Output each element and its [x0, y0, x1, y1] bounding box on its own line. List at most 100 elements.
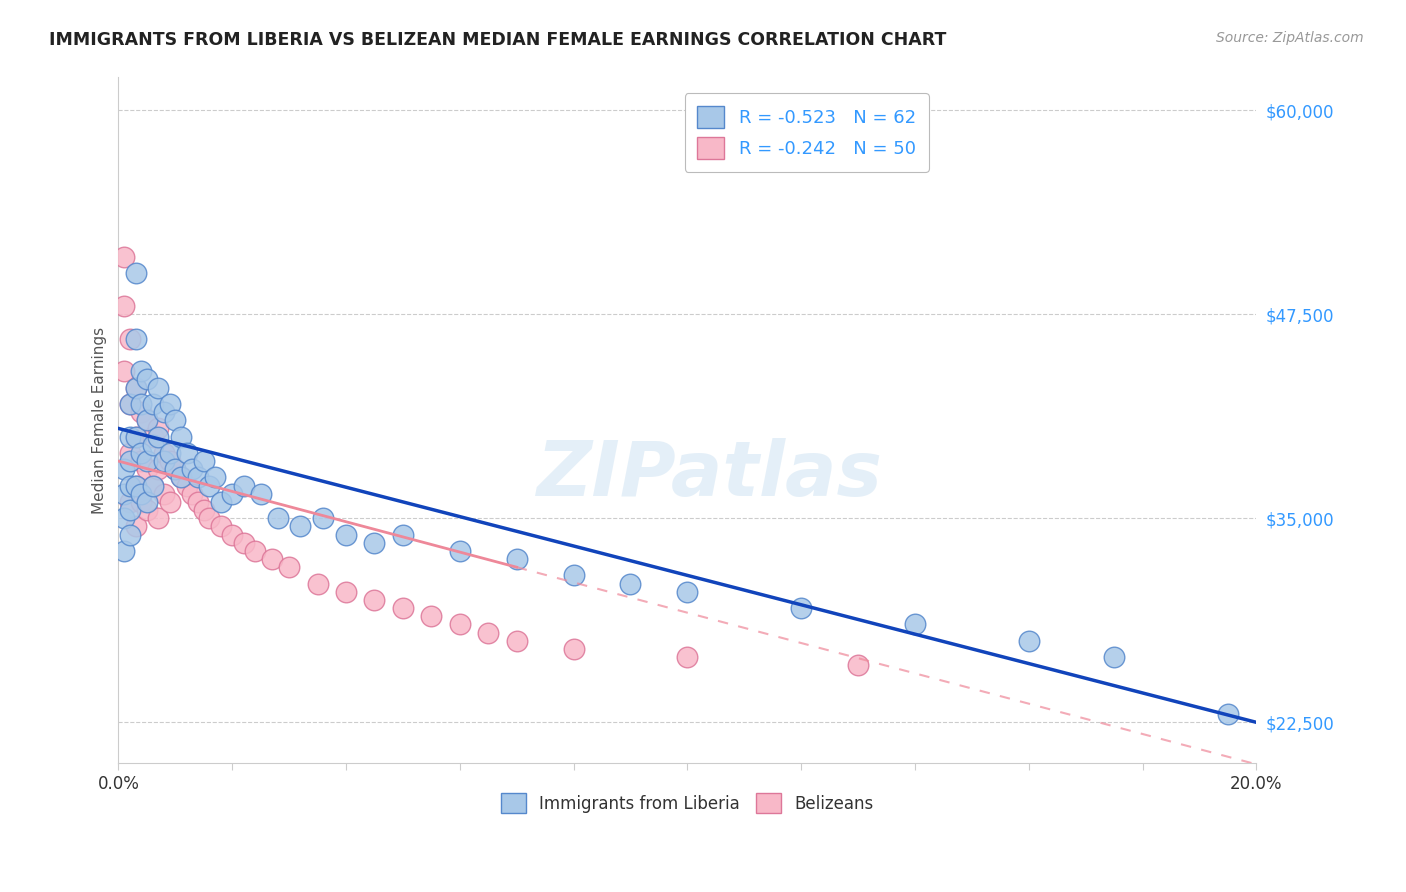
Point — [260, 552, 283, 566]
Point — [135, 372, 157, 386]
Point — [112, 487, 135, 501]
Point — [153, 487, 176, 501]
Point — [392, 527, 415, 541]
Point — [1018, 633, 1040, 648]
Point — [335, 527, 357, 541]
Point — [676, 650, 699, 665]
Text: IMMIGRANTS FROM LIBERIA VS BELIZEAN MEDIAN FEMALE EARNINGS CORRELATION CHART: IMMIGRANTS FROM LIBERIA VS BELIZEAN MEDI… — [49, 31, 946, 49]
Point — [153, 454, 176, 468]
Point — [112, 544, 135, 558]
Point — [449, 544, 471, 558]
Point — [278, 560, 301, 574]
Point — [142, 429, 165, 443]
Point — [159, 454, 181, 468]
Point — [148, 511, 170, 525]
Point — [209, 495, 232, 509]
Point — [124, 266, 146, 280]
Point — [477, 625, 499, 640]
Point — [209, 519, 232, 533]
Point — [118, 429, 141, 443]
Point — [124, 478, 146, 492]
Point — [420, 609, 443, 624]
Point — [135, 454, 157, 468]
Point — [170, 470, 193, 484]
Point — [363, 592, 385, 607]
Point — [124, 429, 146, 443]
Point — [153, 405, 176, 419]
Point — [232, 535, 254, 549]
Point — [193, 503, 215, 517]
Point — [129, 495, 152, 509]
Point — [363, 535, 385, 549]
Point — [135, 503, 157, 517]
Point — [176, 478, 198, 492]
Point — [307, 576, 329, 591]
Point — [159, 495, 181, 509]
Point — [135, 495, 157, 509]
Point — [124, 381, 146, 395]
Point — [676, 584, 699, 599]
Point — [118, 478, 141, 492]
Point — [129, 454, 152, 468]
Point — [142, 478, 165, 492]
Point — [505, 552, 527, 566]
Point — [904, 617, 927, 632]
Point — [148, 462, 170, 476]
Point — [129, 397, 152, 411]
Point — [335, 584, 357, 599]
Point — [118, 527, 141, 541]
Point — [619, 576, 641, 591]
Point — [846, 658, 869, 673]
Point — [112, 250, 135, 264]
Point — [290, 519, 312, 533]
Point — [124, 519, 146, 533]
Point — [790, 601, 813, 615]
Point — [129, 487, 152, 501]
Point — [135, 462, 157, 476]
Point — [198, 511, 221, 525]
Point — [392, 601, 415, 615]
Point — [1216, 707, 1239, 722]
Point — [112, 299, 135, 313]
Point — [267, 511, 290, 525]
Point — [181, 462, 204, 476]
Point — [165, 462, 187, 476]
Point — [129, 446, 152, 460]
Point — [148, 429, 170, 443]
Point — [124, 478, 146, 492]
Point — [181, 487, 204, 501]
Point — [124, 332, 146, 346]
Point — [187, 470, 209, 484]
Point — [562, 641, 585, 656]
Point — [124, 429, 146, 443]
Point — [232, 478, 254, 492]
Point — [159, 446, 181, 460]
Point — [170, 429, 193, 443]
Point — [204, 470, 226, 484]
Point — [176, 446, 198, 460]
Point — [148, 421, 170, 435]
Point — [1102, 650, 1125, 665]
Point — [129, 405, 152, 419]
Point — [153, 446, 176, 460]
Point — [118, 495, 141, 509]
Point — [221, 527, 243, 541]
Point — [135, 413, 157, 427]
Point — [562, 568, 585, 582]
Point — [142, 478, 165, 492]
Point — [118, 446, 141, 460]
Point — [449, 617, 471, 632]
Point — [112, 364, 135, 378]
Point — [165, 462, 187, 476]
Point — [249, 487, 271, 501]
Point — [148, 381, 170, 395]
Point — [118, 503, 141, 517]
Point — [312, 511, 335, 525]
Point — [193, 454, 215, 468]
Point — [112, 511, 135, 525]
Point — [165, 413, 187, 427]
Point — [118, 397, 141, 411]
Point — [505, 633, 527, 648]
Point — [118, 332, 141, 346]
Point — [118, 397, 141, 411]
